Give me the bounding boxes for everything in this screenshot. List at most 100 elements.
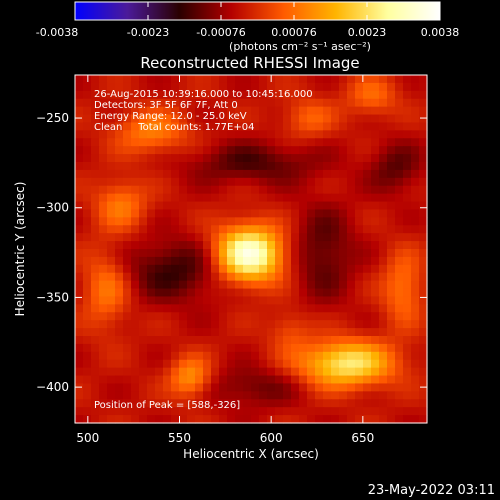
heatmap-cell [123,343,132,353]
heatmap-cell [347,225,356,234]
heatmap-cell [123,241,132,250]
heatmap-cell [371,304,380,313]
heatmap-cell [171,304,180,313]
heatmap-cell [235,114,244,124]
y-tick-label: −400 [36,380,69,394]
heatmap-cell [99,146,108,155]
heatmap-cell [387,343,396,353]
heatmap-cell [307,241,316,250]
colorbar: -0.0038 -0.0023 -0.00076 0.00076 0.0023 … [36,1,459,53]
heatmap-cell [307,320,316,329]
heatmap-cell [171,114,180,124]
heatmap-cell [75,280,84,290]
heatmap-cell [219,264,228,274]
heatmap-cell [331,407,340,416]
heatmap-cell [211,193,220,203]
heatmap-cell [363,304,372,313]
heatmap-cell [291,177,300,187]
heatmap-cell [155,415,164,424]
heatmap-cell [75,304,84,313]
heatmap-cell [379,193,388,203]
heatmap-cell [411,193,420,203]
heatmap-cell [219,162,228,171]
heatmap-cell [379,138,388,147]
heatmap-cell [115,367,124,377]
heatmap-cell [267,241,276,250]
heatmap-cell [187,154,196,163]
heatmap-cell [387,75,396,84]
heatmap-cell [259,75,268,84]
heatmap-cell [171,90,180,100]
heatmap-cell [363,201,372,211]
heatmap-cell [187,415,196,424]
heatmap-cell [91,75,100,84]
heatmap-cell [171,296,180,305]
heatmap-cell [275,122,284,131]
heatmap-cell [387,351,396,361]
heatmap-cell [203,312,212,321]
heatmap-cell [363,288,372,298]
heatmap-cell [83,256,92,266]
heatmap-cell [419,256,428,266]
heatmap-cell [379,328,388,337]
heatmap-cell [371,351,380,361]
heatmap-cell [291,256,300,266]
heatmap-cell [171,241,180,250]
heatmap-cell [147,272,156,282]
heatmap-cell [315,272,324,282]
heatmap-cell [187,304,196,313]
heatmap-cell [291,90,300,100]
heatmap-cell [259,264,268,274]
heatmap-cell [195,415,204,424]
heatmap-cell [123,138,132,147]
heatmap-cell [75,336,84,345]
heatmap-cell [331,193,340,203]
heatmap-cell [227,169,236,179]
heatmap-cell [139,154,148,163]
heatmap-cell [203,233,212,242]
heatmap-cell [235,233,244,242]
heatmap-cell [259,256,268,266]
heatmap-cell [203,256,212,266]
heatmap-cell [307,399,316,408]
heatmap-cell [179,351,188,361]
heatmap-cell [379,154,388,163]
heatmap-cell [403,336,412,345]
heatmap-cell [219,367,228,377]
heatmap-cell [355,304,364,313]
heatmap-cell [283,272,292,282]
heatmap-cell [355,351,364,361]
heatmap-cell [107,383,116,392]
heatmap-cell [139,162,148,171]
heatmap-cell [395,169,404,179]
heatmap-cell [115,201,124,211]
heatmap-cell [107,98,116,108]
heatmap-cell [267,328,276,337]
heatmap-cell [411,130,420,139]
heatmap-cell [251,351,260,361]
heatmap-cell [99,399,108,408]
colorbar-tick-label: -0.00076 [196,26,245,39]
heatmap-cell [235,296,244,305]
heatmap-cell [387,169,396,179]
heatmap-cell [291,336,300,345]
heatmap-cell [179,375,188,385]
heatmap-cell [235,138,244,147]
heatmap-cell [355,130,364,139]
heatmap-cell [227,296,236,305]
heatmap-cell [99,304,108,313]
heatmap-cell [315,138,324,147]
heatmap-cell [331,241,340,250]
heatmap-cell [155,391,164,400]
heatmap-cell [299,343,308,353]
heatmap-cell [75,177,84,187]
heatmap-cell [227,391,236,400]
heatmap-cell [171,359,180,369]
heatmap-cell [275,296,284,305]
heatmap-cell [395,351,404,361]
heatmap-cell [179,90,188,100]
heatmap-cell [379,343,388,353]
heatmap-cell [323,296,332,305]
heatmap-cell [163,336,172,345]
